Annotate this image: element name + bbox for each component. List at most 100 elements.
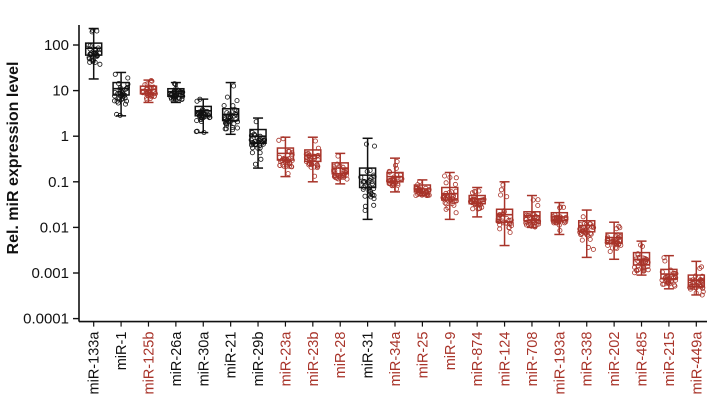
box-mir-21-point <box>227 117 233 123</box>
box-mir-193a-point <box>556 218 562 224</box>
box-mir-485-point <box>641 266 647 272</box>
box-mir-31-point <box>361 184 367 190</box>
box-mir-23b-point <box>306 153 312 159</box>
box-mir-485-point <box>641 268 647 274</box>
box-mir-215-point <box>673 271 679 277</box>
box-mir-21-point <box>231 83 237 89</box>
box-mir-28-point <box>341 171 347 177</box>
box-mir-1-point <box>119 97 125 103</box>
box-mir-21-point <box>222 116 228 122</box>
box-mir-30a-point <box>201 129 207 135</box>
x-tick-label: miR-1 <box>114 332 130 371</box>
box-mir-34a-point <box>386 178 392 184</box>
box-mir-202-point <box>612 245 618 251</box>
box-mir-708-point <box>524 219 530 225</box>
box-mir-1-point <box>117 85 123 91</box>
box-mir-1-point <box>117 87 123 93</box>
box-mir-338-point <box>590 246 596 252</box>
box-mir-9-point <box>443 201 449 207</box>
box-mir-133a-point <box>94 28 100 34</box>
box-mir-29b-point <box>253 119 259 125</box>
box-mir-215-point <box>665 274 671 280</box>
box-mir-29b-point <box>252 132 258 138</box>
box-mir-1-point <box>122 92 128 98</box>
box-mir-9-point <box>443 180 449 186</box>
box-mir-9-point <box>450 193 456 199</box>
box-mir-193a-point <box>550 214 556 220</box>
box-mir-31-point <box>362 193 368 199</box>
x-tick-label: miR-34a <box>388 331 404 387</box>
box-mir-133a-point <box>88 52 94 58</box>
box-mir-708-point <box>535 202 541 208</box>
box-mir-34a-point <box>394 172 400 178</box>
box-mir-9-point <box>449 195 455 201</box>
box-mir-25-points <box>413 179 432 198</box>
box-mir-29b-point <box>250 141 256 147</box>
box-mir-125b-points <box>140 78 158 103</box>
box-mir-1-point <box>125 75 131 81</box>
box-mir-34a-point <box>397 175 403 181</box>
box-mir-31-point <box>369 181 375 187</box>
x-tick-label: miR-449a <box>689 331 705 395</box>
box-mir-34a-point <box>394 159 400 165</box>
box-mir-133a-points <box>85 27 103 67</box>
box-mir-34a-point <box>393 165 399 171</box>
box-mir-708-point <box>531 212 537 218</box>
box-mir-124-point <box>498 187 504 193</box>
x-tick-label: miR-485 <box>635 332 651 387</box>
box-mir-23a-point <box>276 154 282 160</box>
box-mir-708-point <box>530 197 536 203</box>
box-mir-26a-point <box>169 92 175 98</box>
box-mir-31-point <box>362 207 368 213</box>
box-mir-874-point <box>476 188 482 194</box>
x-tick-label: miR-125b <box>141 332 157 395</box>
box-mir-124-point <box>497 226 503 232</box>
box-mir-874-points <box>468 188 487 212</box>
box-mir-31-point <box>358 174 364 180</box>
box-mir-31-point <box>360 186 366 192</box>
box-mir-23b-point <box>306 156 312 162</box>
box-mir-874-point <box>470 206 476 212</box>
box-mir-28-point <box>334 161 340 167</box>
box-mir-21-point <box>226 111 232 117</box>
y-tick-label: 1 <box>61 128 69 145</box>
box-mir-28-point <box>332 175 338 181</box>
box-mir-31-point <box>367 167 373 173</box>
box-mir-215-point <box>672 283 678 289</box>
box-mir-125b-point <box>150 84 156 90</box>
box-mir-23a-point <box>288 164 294 170</box>
box-mir-9-point <box>449 198 455 204</box>
x-tick-label: miR-26a <box>169 331 185 387</box>
box-mir-202-point <box>615 232 621 238</box>
box-mir-338-point <box>578 232 584 238</box>
box-mir-21-point <box>229 127 235 133</box>
box-mir-29b-point <box>256 137 262 143</box>
box-mir-338-point <box>590 223 596 229</box>
box-mir-338-point <box>581 221 587 227</box>
box-mir-30a-point <box>199 107 205 113</box>
box-mir-338-point <box>578 227 584 233</box>
x-tick-label: miR-215 <box>662 332 678 387</box>
box-mir-215-point <box>659 277 665 283</box>
box-mir-21-point <box>230 103 236 109</box>
box-mir-202-point <box>607 248 613 254</box>
box-mir-1-point <box>115 100 121 106</box>
box-mir-21-point <box>224 94 230 100</box>
box-mir-30a-point <box>197 96 203 102</box>
box-mir-23a-point <box>287 161 293 167</box>
box-mir-449a-point <box>699 279 705 285</box>
box-mir-124-point <box>508 217 514 223</box>
box-mir-125b-point <box>148 78 154 84</box>
box-mir-34a-point <box>388 179 394 185</box>
box-mir-124-point <box>501 209 507 215</box>
x-tick-label: miR-193a <box>552 331 568 395</box>
box-mir-449a-point <box>690 277 696 283</box>
box-mir-21-point <box>221 103 227 109</box>
box-mir-133a-point <box>95 45 101 51</box>
box-mir-215-point <box>668 267 674 273</box>
box-mir-23b-point <box>314 165 320 171</box>
box-mir-21-point <box>222 126 228 132</box>
box-mir-31-points <box>358 141 377 213</box>
box-mir-338-point <box>587 230 593 236</box>
box-mir-29b-points <box>248 119 267 167</box>
